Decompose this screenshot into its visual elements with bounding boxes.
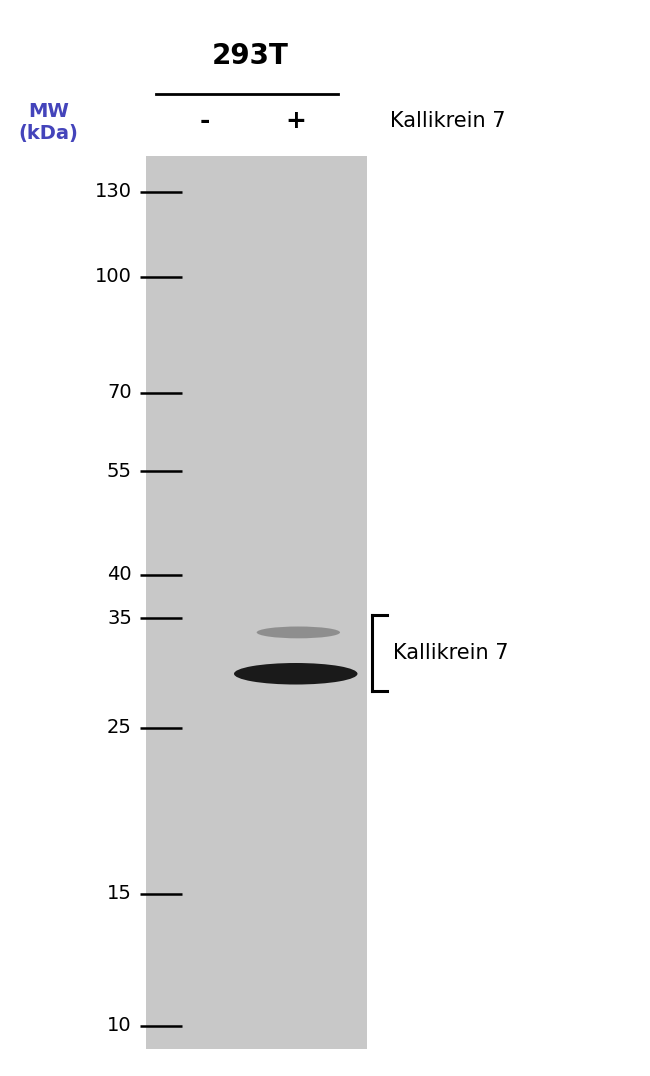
Text: +: + xyxy=(285,109,306,132)
Text: 35: 35 xyxy=(107,609,132,627)
Text: -: - xyxy=(200,109,210,132)
Text: 130: 130 xyxy=(95,182,132,201)
Text: MW
(kDa): MW (kDa) xyxy=(19,102,79,143)
Text: 10: 10 xyxy=(107,1016,132,1035)
Bar xyxy=(146,156,367,1049)
Ellipse shape xyxy=(257,626,340,638)
Text: Kallikrein 7: Kallikrein 7 xyxy=(390,111,506,130)
Text: 70: 70 xyxy=(107,383,132,402)
Text: 293T: 293T xyxy=(212,42,289,70)
Text: 55: 55 xyxy=(107,462,132,481)
Text: 25: 25 xyxy=(107,718,132,737)
Text: Kallikrein 7: Kallikrein 7 xyxy=(393,643,509,663)
Text: 40: 40 xyxy=(107,565,132,584)
Text: 15: 15 xyxy=(107,884,132,903)
Ellipse shape xyxy=(234,663,358,684)
Text: 100: 100 xyxy=(95,267,132,286)
